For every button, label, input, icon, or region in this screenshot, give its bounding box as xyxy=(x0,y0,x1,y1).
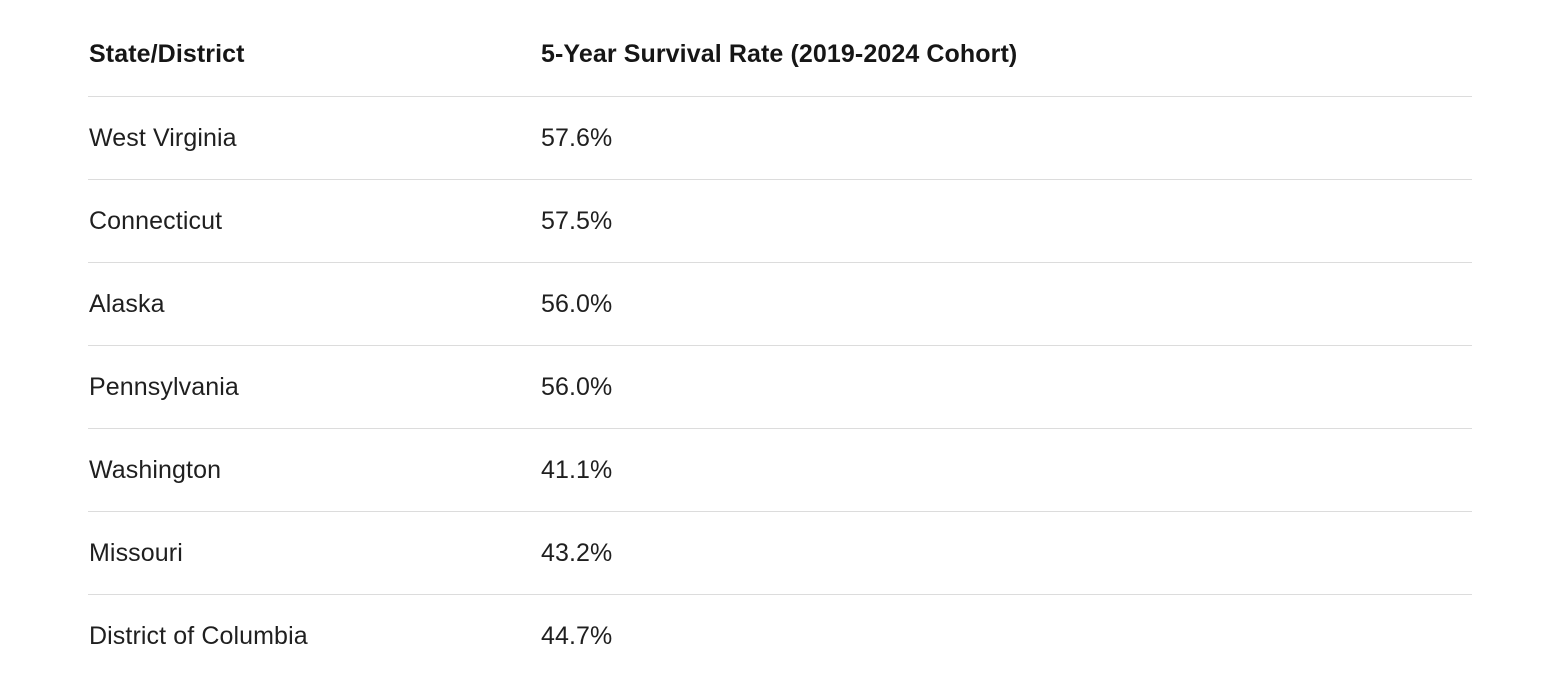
table-row: Alaska 56.0% xyxy=(88,263,1472,346)
table-row: Connecticut 57.5% xyxy=(88,180,1472,263)
table-row: West Virginia 57.6% xyxy=(88,97,1472,180)
rate-cell: 44.7% xyxy=(541,622,613,650)
rate-cell: 57.6% xyxy=(541,123,613,152)
rate-cell: 43.2% xyxy=(541,538,613,567)
table-row: District of Columbia 44.7% xyxy=(88,595,1472,678)
state-cell: West Virginia xyxy=(89,123,237,152)
table-header-row: State/District 5-Year Survival Rate (201… xyxy=(88,13,1472,97)
state-cell: Missouri xyxy=(89,538,183,567)
column-header-survival-rate: 5-Year Survival Rate (2019-2024 Cohort) xyxy=(541,40,1018,68)
rate-cell: 41.1% xyxy=(541,455,613,484)
table-row: Washington 41.1% xyxy=(88,429,1472,512)
state-cell: Washington xyxy=(89,455,222,484)
table-row: Missouri 43.2% xyxy=(88,512,1472,595)
state-cell: District of Columbia xyxy=(89,622,308,650)
state-cell: Pennsylvania xyxy=(89,372,239,401)
state-cell: Connecticut xyxy=(89,206,223,235)
rate-cell: 57.5% xyxy=(541,206,613,235)
table-row: Pennsylvania 56.0% xyxy=(88,346,1472,429)
table-body: West Virginia 57.6% Connecticut 57.5% Alaska… xyxy=(88,97,1472,678)
rate-cell: 56.0% xyxy=(541,372,613,401)
column-header-state-district: State/District xyxy=(89,40,245,68)
rate-cell: 56.0% xyxy=(541,289,613,318)
state-cell: Alaska xyxy=(89,289,165,318)
survival-rate-table: State/District 5-Year Survival Rate (201… xyxy=(88,13,1472,678)
